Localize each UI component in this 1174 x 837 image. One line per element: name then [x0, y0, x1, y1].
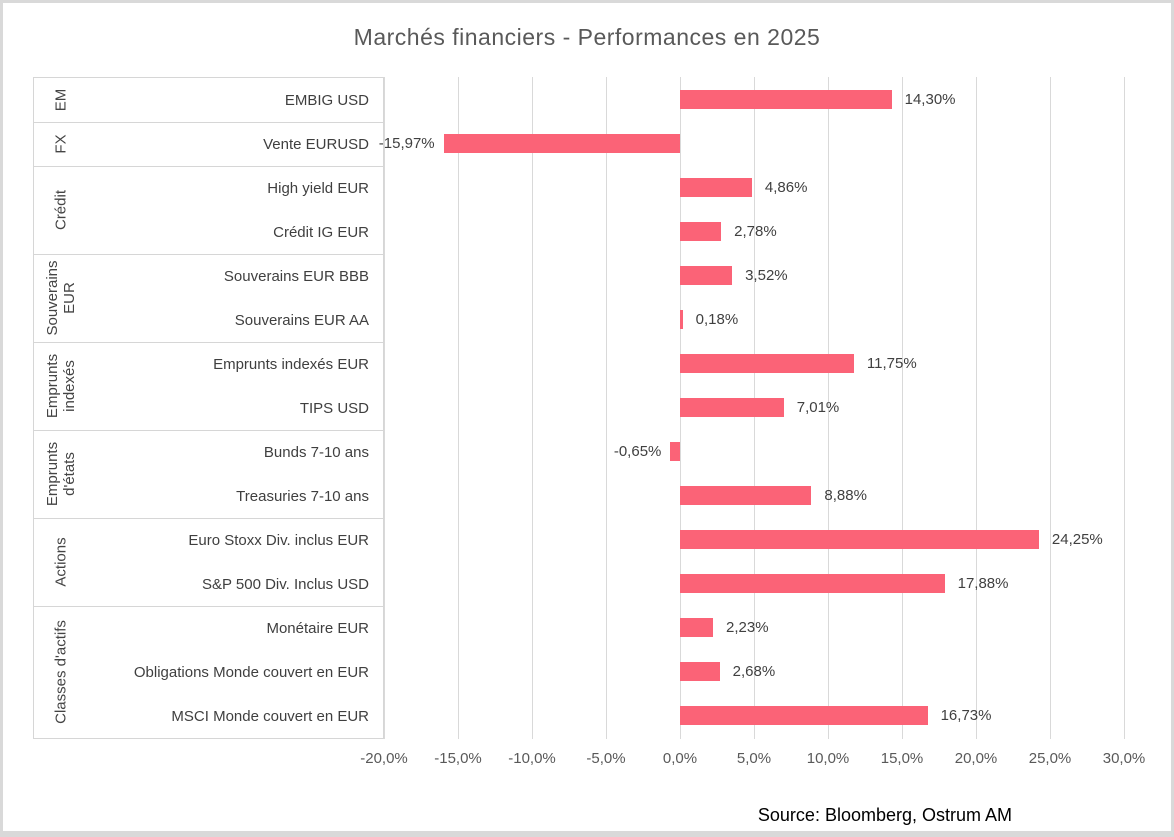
- group-label-emprunts-d-tats: Emprunts d'états: [34, 430, 90, 518]
- value-label-souverains-eur-aa: 0,18%: [695, 310, 739, 328]
- value-label-embig-usd: 14,30%: [904, 90, 956, 108]
- bar-s-p-500-div-inclus-usd: [680, 573, 945, 593]
- x-tick-label-15-0: 15,0%: [880, 750, 924, 767]
- gridline-20: [976, 77, 977, 739]
- bar-high-yield-eur: [680, 177, 752, 197]
- value-label-high-yield-eur: 4,86%: [764, 178, 808, 196]
- x-tick-label-20-0: -20,0%: [360, 750, 408, 767]
- bar-souverains-eur-aa: [680, 309, 683, 329]
- bar-vente-eurusd: [443, 133, 680, 153]
- bar-tips-usd: [680, 397, 784, 417]
- source-text: Source: Bloomberg, Ostrum AM: [757, 805, 1012, 825]
- gridline--10: [532, 77, 533, 739]
- group-divider: [34, 122, 383, 123]
- group-label-classes-d-actifs: Classes d'actifs: [34, 606, 90, 738]
- category-label-embig-usd: EMBIG USD: [284, 91, 369, 109]
- bar-msci-monde-couvert-en-eur: [680, 705, 928, 725]
- category-label-euro-stoxx-div-inclus-eur: Euro Stoxx Div. inclus EUR: [188, 531, 369, 549]
- value-label-obligations-monde-couvert-en-eur: 2,68%: [732, 662, 776, 680]
- group-label-emprunts-index-s: Emprunts indexés: [34, 342, 90, 430]
- category-label-tips-usd: TIPS USD: [299, 399, 369, 417]
- plot-area: -20,0% -15,0% -10,0% -5,0% 0,0% 5,0% 10,0% 15,0…: [360, 77, 1145, 767]
- category-label-msci-monde-couvert-en-eur: MSCI Monde couvert en EUR: [171, 707, 369, 725]
- x-tick-label-25-0: 25,0%: [1028, 750, 1072, 767]
- x-tick-label-5-0: 5,0%: [736, 750, 772, 767]
- value-label-bunds-7-10-ans: -0,65%: [613, 442, 662, 460]
- gridline-10: [828, 77, 829, 739]
- gridline-30: [1124, 77, 1125, 739]
- bar-mon-taire-eur: [680, 617, 713, 637]
- value-label-tips-usd: 7,01%: [796, 398, 840, 416]
- group-label-text: EM: [52, 88, 70, 112]
- bar-obligations-monde-couvert-en-eur: [680, 661, 720, 681]
- x-tick-label-20-0: 20,0%: [954, 750, 998, 767]
- group-label-actions: Actions: [34, 518, 90, 606]
- category-label-s-p-500-div-inclus-usd: S&P 500 Div. Inclus USD: [201, 575, 369, 593]
- page-edge-left: [0, 0, 3, 837]
- value-label-treasuries-7-10-ans: 8,88%: [824, 486, 867, 504]
- page-edge-bottom: [0, 831, 1174, 837]
- group-label-text: Classes d'actifs: [52, 620, 70, 724]
- value-label-vente-eurusd: -15,97%: [378, 134, 435, 152]
- bar-emprunts-index-s-eur: [680, 353, 854, 373]
- group-label-souverains-eur: Souverains EUR: [34, 254, 90, 342]
- gridline-25: [1050, 77, 1051, 739]
- bar-embig-usd: [680, 89, 892, 109]
- x-tick-label-0-0: 0,0%: [662, 750, 698, 767]
- category-label-obligations-monde-couvert-en-eur: Obligations Monde couvert en EUR: [133, 663, 369, 681]
- bar-cr-dit-ig-eur: [680, 221, 722, 241]
- group-label-fx: FX: [34, 122, 90, 166]
- group-divider: [34, 342, 383, 343]
- group-label-cr-dit: Crédit: [34, 166, 90, 254]
- category-label-high-yield-eur: High yield EUR: [267, 179, 369, 197]
- value-label-s-p-500-div-inclus-usd: 17,88%: [957, 574, 1009, 592]
- gridline--5: [606, 77, 607, 739]
- bar-euro-stoxx-div-inclus-eur: [680, 529, 1039, 549]
- group-label-text: Souverains EUR: [44, 260, 78, 336]
- group-label-em: EM: [34, 78, 90, 122]
- category-label-treasuries-7-10-ans: Treasuries 7-10 ans: [236, 487, 369, 505]
- category-label-souverains-eur-bbb: Souverains EUR BBB: [223, 267, 369, 285]
- x-tick-label-10-0: -10,0%: [508, 750, 556, 767]
- x-tick-label-15-0: -15,0%: [434, 750, 482, 767]
- group-divider: [34, 430, 383, 431]
- x-tick-label-5-0: -5,0%: [586, 750, 626, 767]
- category-label-cr-dit-ig-eur: Crédit IG EUR: [273, 223, 369, 241]
- chart-title: Marchés financiers - Performances en 202…: [353, 24, 821, 50]
- chart-body: EM EMBIG USD FX Vente EURUSD Crédit High yiel…: [33, 77, 1145, 767]
- group-divider: [34, 254, 383, 255]
- category-label-mon-taire-eur: Monétaire EUR: [266, 619, 369, 637]
- category-label-souverains-eur-aa: Souverains EUR AA: [234, 311, 369, 329]
- gridline--20: [384, 77, 385, 739]
- value-label-souverains-eur-bbb: 3,52%: [745, 266, 788, 284]
- group-label-text: Crédit: [52, 190, 70, 231]
- gridline-15: [902, 77, 903, 739]
- group-divider: [34, 166, 383, 167]
- group-divider: [34, 606, 383, 607]
- group-label-text: FX: [52, 134, 70, 154]
- category-label-emprunts-index-s-eur: Emprunts indexés EUR: [213, 355, 369, 373]
- category-table: EM EMBIG USD FX Vente EURUSD Crédit High yiel…: [33, 77, 384, 739]
- bar-bunds-7-10-ans: [670, 441, 680, 461]
- category-label-vente-eurusd: Vente EURUSD: [263, 135, 369, 153]
- value-label-emprunts-index-s-eur: 11,75%: [866, 354, 917, 372]
- category-label-bunds-7-10-ans: Bunds 7-10 ans: [263, 443, 369, 461]
- value-label-mon-taire-eur: 2,23%: [726, 618, 769, 636]
- x-tick-label-30-0: 30,0%: [1102, 750, 1146, 767]
- page-edge-top: [0, 0, 1174, 3]
- value-label-cr-dit-ig-eur: 2,78%: [734, 222, 777, 240]
- x-tick-label-10-0: 10,0%: [806, 750, 850, 767]
- bar-treasuries-7-10-ans: [680, 485, 812, 505]
- group-label-text: Emprunts d'états: [44, 441, 78, 507]
- group-divider: [34, 518, 383, 519]
- value-label-msci-monde-couvert-en-eur: 16,73%: [940, 706, 992, 724]
- value-label-euro-stoxx-div-inclus-eur: 24,25%: [1051, 530, 1103, 548]
- group-label-text: Emprunts indexés: [44, 353, 78, 419]
- group-label-text: Actions: [52, 537, 70, 587]
- gridline--15: [458, 77, 459, 739]
- bar-souverains-eur-bbb: [680, 265, 733, 285]
- page-edge-right: [1171, 0, 1174, 837]
